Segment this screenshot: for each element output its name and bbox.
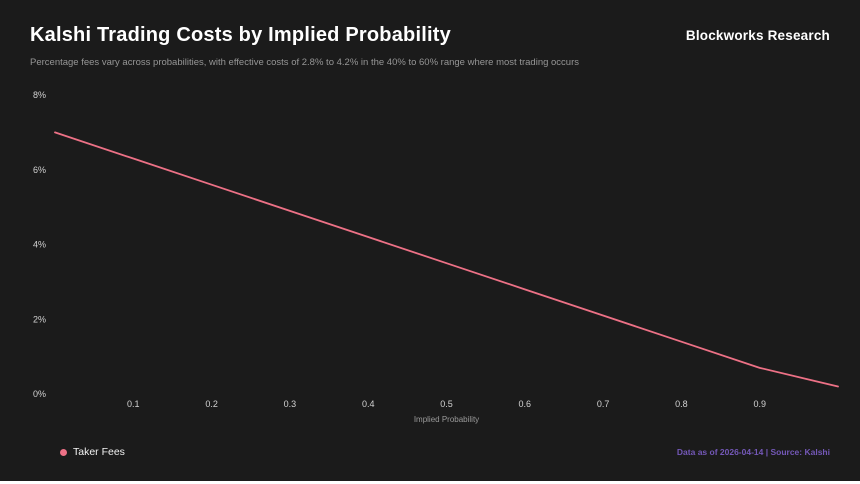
page-title: Kalshi Trading Costs by Implied Probabil… [30,24,451,46]
data-source-note: Data as of 2026-04-14 | Source: Kalshi [676,447,830,457]
x-tick-label: 0.7 [597,399,610,409]
x-tick-label: 0.1 [127,399,140,409]
y-tick-label: 8% [33,90,46,100]
x-axis-title: Implied Probability [414,415,479,424]
chart-subtitle: Percentage fees vary across probabilitie… [30,57,580,68]
y-tick-label: 0% [33,389,46,399]
legend: Taker Fees [60,446,125,458]
y-tick-label: 4% [33,240,46,250]
bottom-edge [0,481,860,484]
chart-canvas: 0% 2% 4% 6% 8% 0.1 0.2 0.3 0.4 0.5 0.6 0.7 0.8 0.9 Imp… [33,90,839,424]
series-line-taker-fees [54,131,839,388]
x-tick-label: 0.9 [753,399,766,409]
x-tick-label: 0.5 [440,399,453,409]
taker-fees-legend-label: Taker Fees [73,446,125,458]
line-chart: 0% 2% 4% 6% 8% 0.1 0.2 0.3 0.4 0.5 0.6 0.7 0.8 0.9 Imp… [0,85,860,430]
y-tick-label: 6% [33,165,46,175]
blockworks-research-logo: Blockworks Research [685,28,830,43]
x-tick-label: 0.8 [675,399,688,409]
footer: Taker Fees Data as of 2026-04-14 | Sourc… [60,446,830,458]
x-tick-label: 0.2 [205,399,218,409]
x-tick-label: 0.4 [362,399,375,409]
y-tick-label: 2% [33,314,46,324]
header: Kalshi Trading Costs by Implied Probabil… [30,24,830,47]
x-tick-label: 0.6 [519,399,532,409]
x-tick-label: 0.3 [284,399,297,409]
taker-fees-legend-dot-icon [60,448,67,456]
